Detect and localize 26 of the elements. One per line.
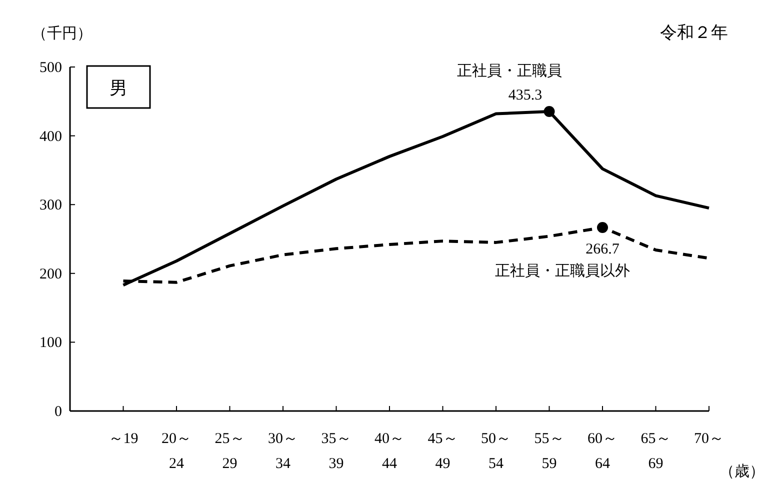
x-tick-label: 35～ 39 <box>321 431 352 472</box>
y-tick-label: 300 <box>40 198 62 214</box>
x-tick-label: 30～ 34 <box>268 431 298 472</box>
series-label: 正社員・正職員 <box>456 62 562 80</box>
x-tick-label: 65～ 69 <box>640 431 671 472</box>
x-axis-title: （歳） <box>720 463 764 480</box>
y-tick-label: 100 <box>40 335 62 352</box>
y-tick-label: 200 <box>40 266 62 282</box>
x-tick-label: 70～ <box>694 431 724 447</box>
x-tick-label: 20～ 24 <box>162 431 192 472</box>
data-label: 266.7 <box>586 242 620 258</box>
chart-title: 令和２年 <box>660 23 728 42</box>
text: 男 <box>110 78 128 99</box>
x-tick-label: 45～ 49 <box>428 431 458 472</box>
x-tick-label: 55～ 59 <box>534 431 564 472</box>
x-tick-label: 60～ 64 <box>588 431 618 472</box>
y-tick-label: 500 <box>40 60 62 76</box>
y-axis-title: （千円） <box>32 25 92 42</box>
data-label: 435.3 <box>508 88 542 104</box>
x-tick-label: 40～ 44 <box>374 431 404 472</box>
x-tick-label: ～19 <box>108 431 138 447</box>
x-tick-label: 50～ 54 <box>481 431 511 472</box>
series-label: 正社員・正職員以外 <box>495 262 630 280</box>
y-tick-label: 0 <box>54 404 62 420</box>
x-tick-label: 25～ 29 <box>214 431 245 472</box>
y-tick-label: 400 <box>40 128 62 145</box>
